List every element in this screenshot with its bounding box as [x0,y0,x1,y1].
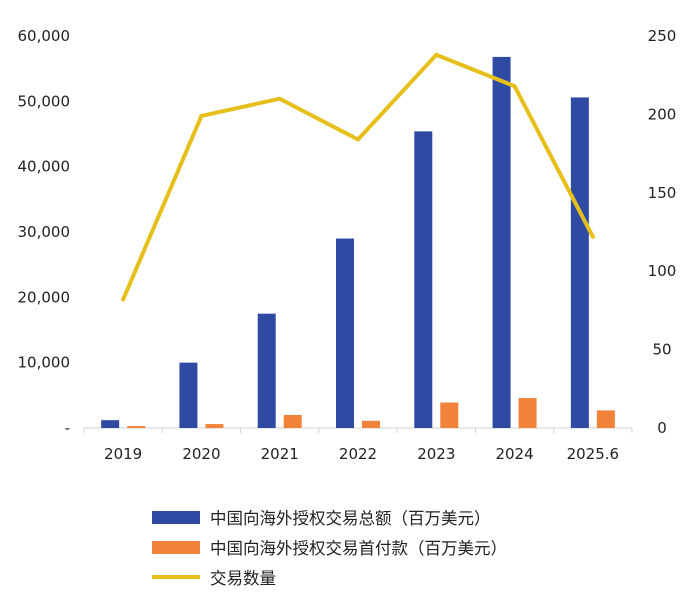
legend-swatch-count [152,575,200,579]
legend: 中国向海外授权交易总额（百万美元） 中国向海外授权交易首付款（百万美元） 交易数… [152,502,507,592]
x-axis-tick-label: 2025.6 [567,445,620,463]
x-axis-tick-label: 2022 [339,445,377,463]
x-axis-tick-label: 2020 [182,445,220,463]
bar-total [257,313,276,428]
bar-total [101,420,120,428]
right-axis-tick-label: 0 [657,419,667,437]
line-point [121,297,126,302]
bar-upfront [440,402,459,428]
bar-upfront [127,426,146,428]
right-axis-tick-label: 50 [652,341,671,359]
legend-label-total: 中国向海外授权交易总额（百万美元） [210,509,491,528]
bar-upfront [518,397,537,428]
line-point [590,234,595,239]
left-axis-tick-label: 50,000 [18,92,71,110]
legend-item-upfront: 中国向海外授权交易首付款（百万美元） [152,532,507,562]
left-axis-tick-label: 10,000 [18,354,71,372]
left-axis-tick-label: 30,000 [18,223,71,241]
left-axis-tick-label: 40,000 [18,158,71,176]
chart: - 10,000 20,000 30,000 40,000 50,000 60,000 0 50… [18,27,677,463]
right-axis-tick-label: 200 [648,105,677,123]
line-point [277,96,282,101]
x-axis-tick-label: 2024 [495,445,533,463]
left-axis-tick-label: 20,000 [18,288,71,306]
bar-upfront [283,414,302,428]
x-axis-tick-label: 2021 [261,445,299,463]
legend-swatch-upfront [152,540,200,554]
bar-total [179,362,198,428]
line-point [199,113,204,118]
legend-item-count: 交易数量 [152,562,507,592]
bar-upfront [362,420,380,428]
right-axis-tick-label: 100 [648,262,677,280]
legend-label-upfront: 中国向海外授权交易首付款（百万美元） [210,539,507,558]
x-axis-tick-label: 2023 [417,445,455,463]
bar-total [414,131,433,429]
line-deal-count [121,52,595,302]
bar-upfront [205,424,224,428]
line-point [434,52,439,57]
right-axis-tick-label: 150 [648,184,677,202]
legend-swatch-total [152,510,200,524]
x-axis-tick-label: 2019 [104,445,142,463]
legend-label-count: 交易数量 [210,569,276,588]
bar-total [492,56,511,428]
left-axis-tick-label: - [65,419,70,437]
line-point [512,84,517,89]
left-axis-tick-label: 60,000 [18,27,71,45]
bar-total [336,238,354,428]
bar-total [570,97,589,428]
bar-upfront [596,410,615,428]
right-axis-tick-label: 250 [648,27,677,45]
line-point [356,137,360,142]
legend-item-total: 中国向海外授权交易总额（百万美元） [152,502,507,532]
